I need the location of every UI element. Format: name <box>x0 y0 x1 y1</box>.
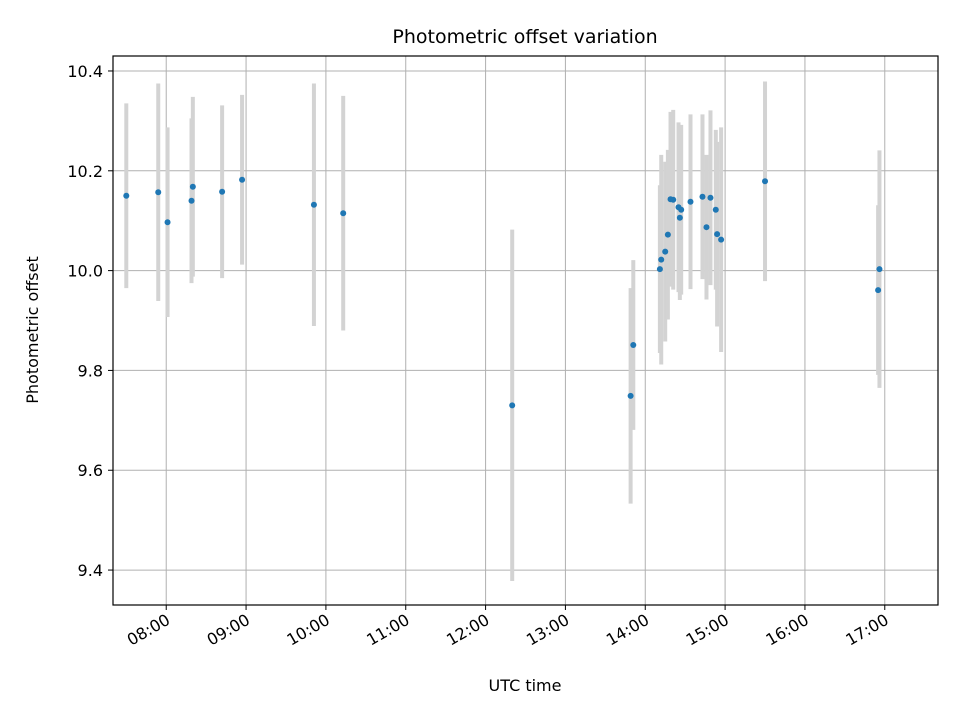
data-point <box>876 266 883 273</box>
x-tick-label: 12:00 <box>443 610 492 650</box>
x-tick-label: 16:00 <box>763 610 812 650</box>
data-point <box>340 210 347 217</box>
plot-frame <box>112 55 939 606</box>
x-tick-label: 11:00 <box>363 610 412 650</box>
y-tick-label: 10.4 <box>67 62 103 81</box>
x-axis-title: UTC time <box>489 676 562 695</box>
data-point <box>189 183 196 190</box>
y-tick-label: 10.2 <box>67 162 103 181</box>
data-point <box>627 392 634 399</box>
grid <box>113 56 938 605</box>
data-points <box>123 176 883 409</box>
data-point <box>656 266 663 273</box>
y-axis-title: Photometric offset <box>23 256 42 404</box>
x-tick-label: 14:00 <box>603 610 652 650</box>
data-point <box>670 196 677 203</box>
data-point <box>188 197 195 204</box>
data-point <box>509 402 516 409</box>
data-point <box>714 231 721 238</box>
data-point <box>707 194 714 201</box>
data-point <box>164 219 171 226</box>
data-point <box>712 206 719 213</box>
x-tick-label: 08:00 <box>124 610 173 650</box>
data-point <box>676 214 683 221</box>
data-point <box>678 206 685 213</box>
x-tick-label: 10:00 <box>283 610 332 650</box>
data-point <box>310 201 317 208</box>
y-tick-label: 9.8 <box>78 361 103 380</box>
x-axis: 08:00 09:00 10:00 11:00 12:00 13:00 14:00 15:00… <box>124 605 892 650</box>
data-point <box>664 231 671 238</box>
data-point <box>630 341 637 348</box>
data-point <box>762 178 769 185</box>
x-tick-label: 09:00 <box>204 610 253 650</box>
y-tick-label: 10.0 <box>67 262 103 281</box>
data-point <box>687 198 694 205</box>
data-point <box>155 189 162 196</box>
data-point <box>658 256 665 263</box>
y-tick-label: 9.6 <box>78 461 103 480</box>
data-point <box>123 192 130 199</box>
y-tick-label: 9.4 <box>78 561 103 580</box>
data-point <box>662 248 669 255</box>
data-point <box>219 188 226 195</box>
data-point <box>239 176 246 183</box>
data-point <box>699 193 706 200</box>
data-point <box>703 224 710 231</box>
data-point <box>875 287 882 294</box>
y-axis: 9.4 9.6 9.8 10.0 10.2 10.4 <box>67 62 113 580</box>
x-tick-label: 13:00 <box>523 610 572 650</box>
chart-title: Photometric offset variation <box>392 26 657 48</box>
x-tick-label: 15:00 <box>683 610 732 650</box>
plot-background <box>113 56 938 605</box>
x-tick-label: 17:00 <box>842 610 891 650</box>
data-point <box>718 236 725 243</box>
